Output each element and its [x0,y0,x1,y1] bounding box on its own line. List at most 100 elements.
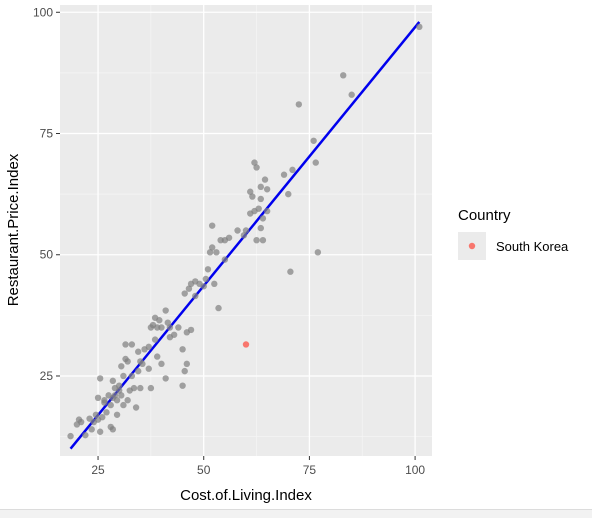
data-point [295,101,303,108]
data-point [192,292,199,300]
data-point [96,428,104,435]
data-point [67,432,74,440]
data-point [259,236,267,244]
data-point [202,275,210,283]
data-point [257,195,264,203]
data-point [348,91,355,98]
data-point [164,319,171,326]
data-point [82,431,89,439]
legend-key-point [468,242,476,250]
data-point [139,360,146,368]
data-point [113,411,121,418]
data-point [280,171,288,178]
data-point [287,268,294,275]
data-point [92,411,100,418]
data-point [124,397,131,404]
data-point [166,324,174,331]
data-point [118,392,125,399]
x-tick-label: 100 [405,463,425,477]
data-points-layer [67,23,423,440]
data-point [118,363,125,370]
data-point [135,367,142,375]
data-point [162,375,169,382]
y-tick-label: 25 [40,369,54,383]
y-axis: 25 50 75 100 [33,5,60,383]
data-point [179,346,186,353]
data-point [99,414,106,421]
data-point [181,290,188,297]
data-point [94,394,102,402]
data-point [259,215,267,222]
data-point [115,387,123,394]
data-point [147,384,155,392]
data-point [221,256,229,263]
data-point [120,401,127,409]
data-point [261,176,269,183]
data-point [340,72,347,79]
data-point [211,280,218,288]
data-point [111,392,119,399]
data-point [249,193,256,200]
data-point [242,227,250,234]
data-point [206,249,214,256]
data-point [158,360,165,368]
highlighted-data-point [242,341,250,348]
data-point [257,224,264,232]
data-point [247,188,254,195]
data-point [312,159,319,166]
data-point [120,372,127,380]
x-axis: 25 50 75 100 [91,456,425,477]
data-point [225,234,233,241]
data-point [103,409,110,416]
data-point [113,397,121,404]
data-point [253,236,260,244]
data-point [109,377,117,385]
data-point [310,137,317,144]
data-point [179,382,186,389]
data-point [158,324,165,331]
data-point [145,343,152,351]
legend: Country South Korea [458,207,569,260]
data-point [156,317,163,324]
data-point [183,360,191,368]
data-point [115,382,123,389]
data-point [289,166,296,174]
data-point [135,348,142,355]
data-point [285,190,292,198]
data-point [77,418,85,426]
data-point [175,324,182,331]
data-point [122,341,129,348]
data-point [128,341,136,348]
data-point [109,426,117,433]
data-point [151,336,159,343]
data-point [96,375,104,382]
data-point [145,365,152,372]
legend-label-south-korea: South Korea [496,239,569,254]
data-point [263,186,271,193]
data-point [234,227,241,234]
data-point [185,285,193,292]
y-tick-label: 100 [33,5,53,19]
x-tick-label: 75 [303,463,317,477]
data-point [154,353,161,360]
data-point [314,249,322,256]
data-point [255,205,262,212]
legend-title: Country [458,207,511,224]
data-point [263,207,271,215]
y-axis-title: Restaurant.Price.Index [5,153,22,306]
y-tick-label: 75 [40,127,54,141]
data-point [253,164,260,171]
data-point [213,249,220,256]
data-point [88,426,95,433]
data-point [181,367,188,375]
x-tick-label: 50 [197,463,211,477]
window-bottom-strip [0,509,592,518]
data-point [200,283,207,290]
x-axis-title: Cost.of.Living.Index [180,487,312,504]
y-tick-label: 50 [40,248,54,262]
data-point [124,358,131,365]
data-point [130,384,138,392]
data-point [257,183,264,191]
data-point [107,401,114,409]
